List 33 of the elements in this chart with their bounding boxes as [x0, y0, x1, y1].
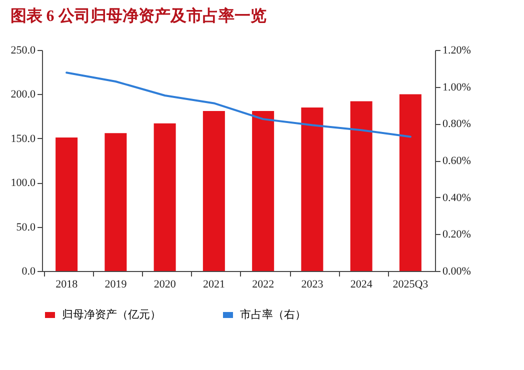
- y-tick-label: 50.0: [16, 221, 36, 234]
- y2-tick-label: 1.20%: [442, 44, 471, 56]
- y-tick-label: 200.0: [10, 88, 36, 101]
- bar: [154, 123, 176, 271]
- bar: [202, 110, 225, 271]
- bar: [104, 133, 127, 271]
- y2-tick-label: 1.00%: [442, 81, 471, 94]
- y-tick-label: 100.0: [10, 177, 36, 190]
- y2-tick-label: 0.00%: [442, 266, 471, 278]
- x-tick-label: 2021: [202, 278, 225, 290]
- x-tick-label: 2019: [104, 278, 128, 290]
- x-tick-label: 2022: [252, 278, 274, 290]
- x-tick-label: 2018: [56, 278, 78, 290]
- y-tick-label: 250.0: [10, 44, 36, 56]
- chart-title: 图表 6 公司归母净资产及市占率一览: [10, 6, 266, 25]
- legend-label: 市占率（右）: [240, 308, 306, 321]
- bar: [350, 101, 372, 271]
- legend-label: 归母净资产（亿元）: [62, 308, 161, 321]
- y-tick-label: 150.0: [10, 132, 36, 145]
- y-tick-label: 0.0: [22, 266, 36, 278]
- bar: [399, 94, 422, 271]
- y2-tick-label: 0.20%: [442, 228, 471, 241]
- line-series: [66, 72, 412, 138]
- y2-tick-label: 0.80%: [442, 118, 471, 130]
- bar: [252, 110, 274, 271]
- x-tick-label: 2025Q3: [392, 278, 429, 290]
- y2-tick-label: 0.40%: [442, 192, 471, 204]
- x-tick-label: 2023: [301, 278, 324, 290]
- x-tick-label: 2024: [350, 278, 373, 290]
- x-tick-label: 2020: [154, 278, 176, 290]
- bar: [56, 138, 78, 271]
- bar: [301, 107, 324, 271]
- y2-tick-label: 0.60%: [442, 155, 471, 167]
